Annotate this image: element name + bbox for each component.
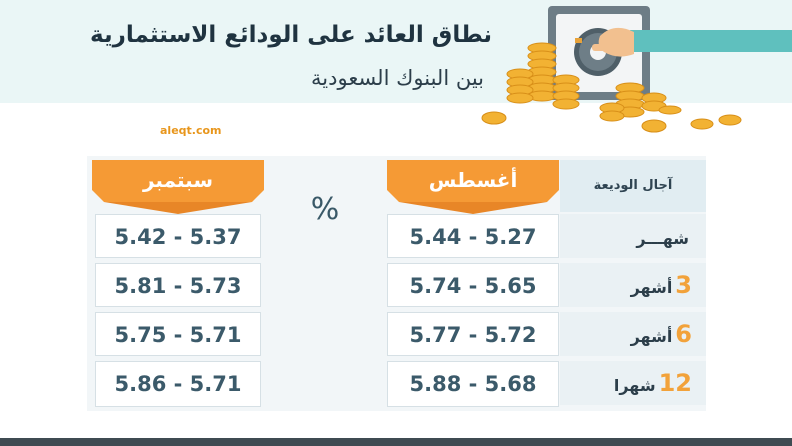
column-header-august: أغسطس — [387, 160, 559, 214]
row-label-1-month: شهـــر — [560, 214, 706, 258]
table-cell-september: 5.81 - 5.73 — [95, 263, 261, 307]
table-cell-september: 5.86 - 5.71 — [95, 361, 261, 407]
row-term-word: شهـــر — [636, 229, 689, 248]
bank-vault-illustration — [481, 6, 792, 133]
table-cell-august: 5.77 - 5.72 — [387, 312, 559, 356]
column-tab-september — [92, 160, 264, 214]
row-label-3-months: 3أشهر — [560, 263, 706, 307]
column-header-september: سبتمبر — [92, 160, 264, 214]
row-header: آجال الوديعة — [560, 160, 706, 212]
percent-unit-label: % — [310, 192, 340, 227]
source-label: aleqt.com — [160, 124, 222, 137]
gold-coins-icon — [481, 42, 742, 133]
row-term-number: 12 — [658, 369, 692, 397]
row-term-word: شهرا — [613, 376, 656, 395]
row-term-number: 6 — [675, 320, 692, 348]
row-term-number: 3 — [675, 271, 692, 299]
page-subtitle: بين البنوك السعودية — [311, 66, 484, 90]
page-title: نطاق العائد على الودائع الاستثمارية — [90, 22, 492, 48]
row-label-12-months: 12شهرا — [560, 361, 706, 405]
column-label-august: أغسطس — [428, 168, 518, 192]
row-label-6-months: 6أشهر — [560, 312, 706, 356]
table-cell-august: 5.74 - 5.65 — [387, 263, 559, 307]
hand-icon — [592, 27, 792, 57]
column-label-september: سبتمبر — [142, 168, 213, 192]
table-cell-september: 5.75 - 5.71 — [95, 312, 261, 356]
table-cell-august: 5.44 - 5.27 — [387, 214, 559, 258]
table-cell-september: 5.42 - 5.37 — [95, 214, 261, 258]
column-tab-august — [387, 160, 559, 214]
table-cell-august: 5.88 - 5.68 — [387, 361, 559, 407]
row-term-word: أشهر — [630, 327, 673, 346]
row-term-word: أشهر — [630, 278, 673, 297]
footer-bar — [0, 438, 792, 446]
